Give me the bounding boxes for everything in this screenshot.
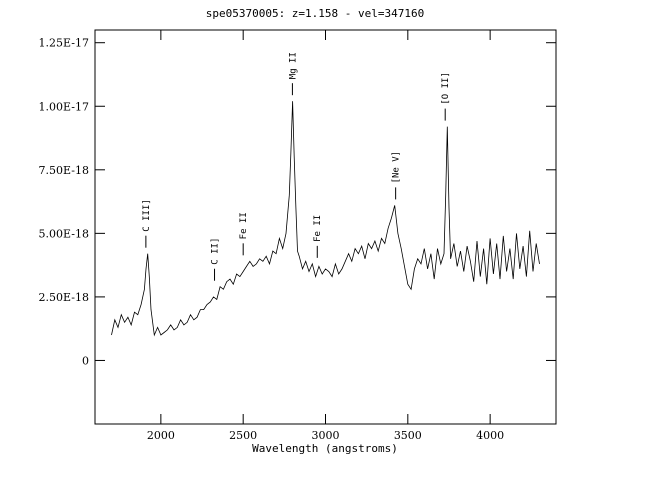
emission-line-text: Mg II <box>288 52 298 79</box>
plot-frame <box>94 29 557 425</box>
emission-line-label: Fe II <box>239 212 249 256</box>
emission-line-text: Fe II <box>313 215 323 242</box>
x-tick-label: 2500 <box>229 429 257 442</box>
x-tick-label: 2000 <box>147 429 175 442</box>
y-tick-label: 7.50E-18 <box>39 164 89 177</box>
y-axis: 0 2.50E-18 5.00E-18 7.50E-18 1.00E-17 1.25E-1… <box>39 37 556 367</box>
emission-line-text: [O II] <box>441 72 451 105</box>
x-tick-label: 4000 <box>476 429 504 442</box>
emission-line-label: [O II] <box>441 72 451 121</box>
x-tick-label: 3000 <box>312 429 340 442</box>
emission-line-text: C III] <box>142 199 152 232</box>
emission-line-label: Fe II <box>313 215 323 258</box>
y-tick-label: 5.00E-18 <box>39 227 89 240</box>
emission-line-labels: C III] C II] Fe II Mg II Fe II [Ne V] [O II] <box>142 52 451 281</box>
y-tick-label: 2.50E-18 <box>39 291 89 304</box>
chart-title: spe05370005: z=1.158 - vel=347160 <box>206 7 425 20</box>
y-tick-label: 0 <box>82 354 89 367</box>
emission-line-label: C III] <box>142 199 152 248</box>
emission-line-text: Fe II <box>239 212 249 239</box>
emission-line-label: C II] <box>211 238 221 281</box>
y-tick-label: 1.00E-17 <box>39 100 89 113</box>
spectrum-line <box>111 101 540 337</box>
emission-line-label: [Ne V] <box>392 151 402 200</box>
x-axis-label: Wavelength (angstroms) <box>252 442 398 455</box>
emission-line-text: [Ne V] <box>392 151 402 184</box>
emission-line-label: Mg II <box>288 52 298 96</box>
x-tick-label: 3500 <box>394 429 422 442</box>
y-tick-label: 1.25E-17 <box>39 37 89 50</box>
emission-line-text: C II] <box>211 238 221 265</box>
x-axis: 2000 2500 3000 3500 4000 <box>147 30 504 442</box>
